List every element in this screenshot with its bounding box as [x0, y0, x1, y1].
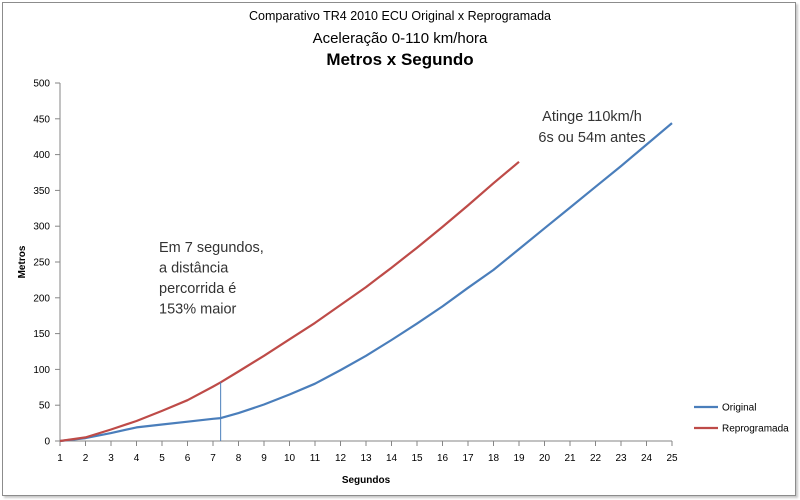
- x-tick-label: 16: [437, 453, 449, 464]
- annotation-line: 6s ou 54m antes: [538, 130, 645, 146]
- y-tick-label: 150: [33, 329, 50, 340]
- y-tick-label: 200: [33, 293, 50, 304]
- y-tick-label: 400: [33, 150, 50, 161]
- x-tick-label: 6: [185, 453, 191, 464]
- x-tick-label: 25: [666, 453, 678, 464]
- x-tick-label: 7: [210, 453, 216, 464]
- x-tick-label: 24: [641, 453, 653, 464]
- x-tick-label: 11: [310, 453, 321, 464]
- x-tick-label: 18: [488, 453, 500, 464]
- x-tick-label: 5: [159, 453, 165, 464]
- annotations: Atinge 110km/h 6s ou 54m antes Em 7 segund…: [159, 109, 646, 318]
- x-tick-label: 8: [236, 453, 242, 464]
- annotation-line: percorrida é: [159, 281, 236, 297]
- y-tick-label: 300: [33, 222, 50, 233]
- y-tick-label: 500: [33, 79, 50, 90]
- x-tick-label: 4: [134, 453, 140, 464]
- x-tick-label: 20: [539, 453, 551, 464]
- series-lines: [59, 122, 673, 443]
- x-tick-label: 12: [335, 453, 347, 464]
- annotation-7-segundos: Em 7 segundos, a distância percorrida é 153…: [159, 240, 264, 318]
- annotation-line: 153% maior: [159, 302, 237, 318]
- y-tick-label: 250: [33, 258, 50, 269]
- x-tick-label: 9: [261, 453, 267, 464]
- x-tick-label: 10: [284, 453, 296, 464]
- x-tick-label: 2: [83, 453, 89, 464]
- chart-subtitle: Aceleração 0-110 km/hora: [312, 30, 488, 47]
- chart-title: Comparativo TR4 2010 ECU Original x Repr…: [249, 9, 551, 23]
- y-tick-label: 450: [33, 114, 50, 125]
- annotation-line: Em 7 segundos,: [159, 240, 264, 256]
- annotation-110kmh: Atinge 110km/h 6s ou 54m antes: [538, 109, 645, 146]
- legend-label-reprogramada: Reprogramada: [722, 424, 789, 435]
- x-tick-label: 14: [386, 453, 398, 464]
- x-tick-label: 1: [57, 453, 63, 464]
- legend: Original Reprogramada: [694, 403, 789, 435]
- chart-subtitle-2: Metros x Segundo: [326, 50, 474, 69]
- series-line-original: [59, 122, 673, 443]
- legend-label-original: Original: [722, 403, 756, 414]
- x-tick-label: 3: [108, 453, 114, 464]
- y-tick-label: 100: [33, 365, 50, 376]
- annotation-line: Atinge 110km/h: [542, 109, 642, 125]
- x-tick-label: 17: [462, 453, 474, 464]
- x-tick-label: 19: [513, 453, 525, 464]
- x-tick-label: 23: [615, 453, 627, 464]
- series-line-reprogramada: [59, 160, 520, 443]
- x-tick-label: 15: [411, 453, 423, 464]
- y-tick-label: 50: [39, 401, 51, 412]
- x-axis-title: Segundos: [342, 475, 391, 486]
- annotation-line: a distância: [159, 261, 229, 277]
- x-tick-label: 21: [564, 453, 576, 464]
- x-tick-label: 22: [590, 453, 602, 464]
- y-tick-label: 350: [33, 186, 50, 197]
- y-tick-label: 0: [44, 437, 50, 448]
- x-tick-label: 13: [360, 453, 372, 464]
- y-axis-title: Metros: [17, 245, 28, 278]
